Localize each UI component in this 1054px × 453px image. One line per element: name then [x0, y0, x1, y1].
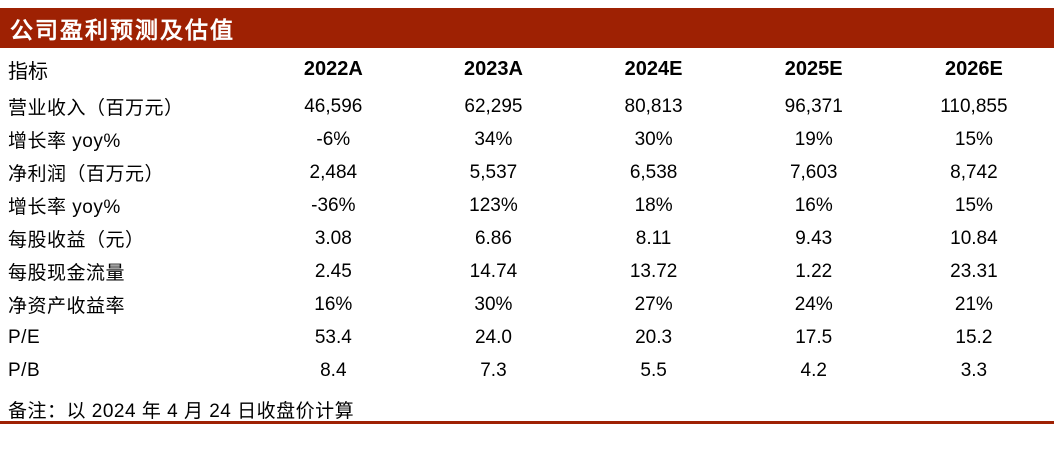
row-label: 增长率 yoy% — [8, 131, 121, 152]
cell-value: 24.0 — [474, 326, 512, 348]
cell-value: 30% — [474, 293, 513, 315]
cell-value: -6% — [316, 128, 351, 150]
cell-value: 53.4 — [314, 326, 352, 348]
cell-value: 16% — [314, 293, 353, 315]
cell-value: 2.45 — [314, 260, 352, 282]
cell-value: 23.31 — [950, 260, 998, 282]
table-row: 每股收益（元） 3.08 6.86 8.11 9.43 10.84 — [0, 222, 1054, 255]
row-label: 净资产收益率 — [8, 296, 126, 317]
table-row: 增长率 yoy% -6% 34% 30% 19% 15% — [0, 123, 1054, 156]
cell-value: 3.08 — [314, 227, 352, 249]
cell-value: 15.2 — [955, 326, 993, 348]
cell-value: 46,596 — [304, 95, 363, 117]
table-row: P/E 53.4 24.0 20.3 17.5 15.2 — [0, 321, 1054, 354]
cell-value: 16% — [794, 194, 833, 216]
column-header-2026e: 2026E — [944, 57, 1003, 80]
cell-value: 5,537 — [469, 161, 518, 183]
cell-value: 19% — [794, 128, 833, 150]
cell-value: 15% — [954, 194, 993, 216]
cell-value: 14.74 — [469, 260, 518, 282]
cell-value: 21% — [954, 293, 993, 315]
cell-value: 80,813 — [624, 95, 683, 117]
cell-value: 30% — [634, 128, 673, 150]
bottom-rule — [0, 421, 1054, 424]
cell-value: 3.3 — [960, 359, 988, 381]
cell-value: 8.4 — [320, 359, 347, 381]
table-row: 每股现金流量 2.45 14.74 13.72 1.22 23.31 — [0, 255, 1054, 288]
cell-value: 2,484 — [309, 161, 358, 183]
page-title: 公司盈利预测及估值 — [10, 17, 235, 43]
row-label: P/B — [8, 359, 41, 381]
table-row: 增长率 yoy% -36% 123% 18% 16% 15% — [0, 189, 1054, 222]
cell-value: 6.86 — [474, 227, 512, 249]
footnote: 备注：以 2024 年 4 月 24 日收盘价计算 — [8, 401, 355, 422]
cell-value: 4.2 — [800, 359, 827, 381]
cell-value: -36% — [311, 194, 356, 216]
table-row: 营业收入（百万元） 46,596 62,295 80,813 96,371 110,855 — [0, 90, 1054, 123]
cell-value: 96,371 — [784, 95, 843, 117]
row-label: 增长率 yoy% — [8, 197, 121, 218]
forecast-valuation-figure: 公司盈利预测及估值 指标 2022A 2023A 2024E 2025E 202… — [0, 8, 1054, 453]
cell-value: 6,538 — [629, 161, 678, 183]
cell-value: 27% — [634, 293, 673, 315]
cell-value: 13.72 — [629, 260, 678, 282]
cell-value: 10.84 — [950, 227, 998, 249]
column-header-2022a: 2022A — [303, 57, 363, 80]
cell-value: 17.5 — [795, 326, 833, 348]
cell-value: 8,742 — [950, 161, 998, 183]
row-label: 净利润（百万元） — [8, 164, 165, 185]
forecast-table: 指标 2022A 2023A 2024E 2025E 2026E 营业收入（百万… — [0, 48, 1054, 387]
column-header-indicator: 指标 — [8, 60, 48, 83]
cell-value: 1.22 — [795, 260, 833, 282]
header-row: 指标 2022A 2023A 2024E 2025E 2026E — [0, 48, 1054, 90]
row-label: 营业收入（百万元） — [8, 98, 184, 119]
table-body: 营业收入（百万元） 46,596 62,295 80,813 96,371 110,855… — [0, 90, 1054, 387]
cell-value: 7.3 — [480, 359, 507, 381]
cell-value: 34% — [474, 128, 513, 150]
table-row: 净利润（百万元） 2,484 5,537 6,538 7,603 8,742 — [0, 156, 1054, 189]
column-header-2023a: 2023A — [463, 57, 523, 80]
cell-value: 8.11 — [635, 227, 672, 249]
cell-value: 62,295 — [464, 95, 523, 117]
cell-value: 110,855 — [940, 95, 1008, 117]
row-label: 每股收益（元） — [8, 230, 145, 251]
column-header-2024e: 2024E — [624, 57, 683, 80]
row-label: 每股现金流量 — [8, 263, 126, 284]
cell-value: 9.43 — [795, 227, 833, 249]
cell-value: 15% — [954, 128, 993, 150]
title-bar: 公司盈利预测及估值 — [0, 8, 1054, 48]
column-header-2025e: 2025E — [784, 57, 843, 80]
row-label: P/E — [8, 326, 41, 348]
cell-value: 123% — [469, 194, 518, 216]
cell-value: 7,603 — [789, 161, 838, 183]
cell-value: 20.3 — [635, 326, 673, 348]
table-row: 净资产收益率 16% 30% 27% 24% 21% — [0, 288, 1054, 321]
cell-value: 18% — [634, 194, 673, 216]
table-row: P/B 8.4 7.3 5.5 4.2 3.3 — [0, 354, 1054, 387]
cell-value: 5.5 — [640, 359, 667, 381]
cell-value: 24% — [794, 293, 833, 315]
